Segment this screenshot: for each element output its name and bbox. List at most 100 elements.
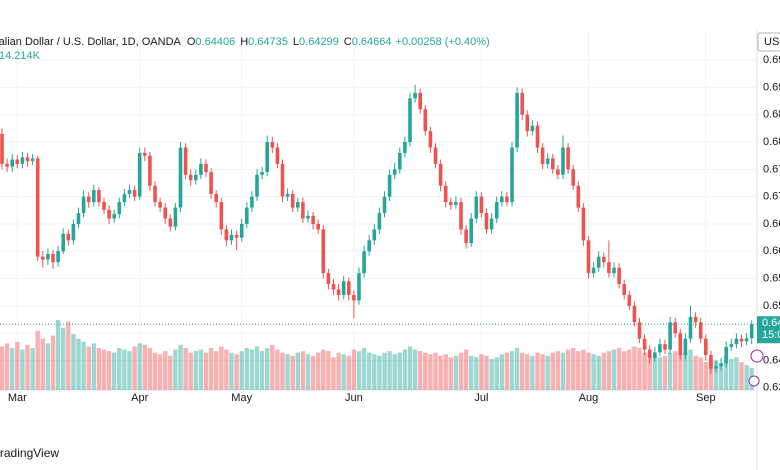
volume-bar xyxy=(137,343,142,390)
currency-box[interactable] xyxy=(757,32,780,52)
volume-bar xyxy=(382,352,387,390)
volume-bar xyxy=(244,348,249,390)
candle-body xyxy=(66,233,71,241)
candle-body xyxy=(209,172,213,194)
volume-bar xyxy=(509,351,515,390)
candle-body xyxy=(306,215,310,219)
candle-body xyxy=(489,218,494,230)
volume-bar xyxy=(576,351,581,390)
candle-body xyxy=(494,202,499,219)
volume-bar xyxy=(321,349,326,390)
volume-bar xyxy=(657,357,663,390)
legend: Australian Dollar / U.S. Dollar, 1D, OAN… xyxy=(0,36,490,48)
volume-bar xyxy=(163,351,168,390)
candle-body xyxy=(76,213,81,224)
y-tick-label: 0.6950 xyxy=(763,54,780,66)
candle-body xyxy=(586,240,591,274)
volume-bar xyxy=(458,352,464,390)
candle-body xyxy=(35,158,40,257)
volume-bar xyxy=(295,352,300,390)
candle-body xyxy=(734,338,739,345)
candle-body xyxy=(423,109,428,132)
volume-bar xyxy=(254,346,260,390)
volume-bar xyxy=(423,352,428,390)
volume-bar xyxy=(474,357,479,390)
candle-body xyxy=(168,218,173,227)
volume-bar xyxy=(514,348,520,390)
candle-body xyxy=(347,281,351,295)
volume-bar xyxy=(560,352,566,390)
candle-body xyxy=(449,202,453,205)
volume-legend: 14.214K xyxy=(0,50,41,62)
candle-body xyxy=(749,324,754,339)
y-tick-label: 0.6750 xyxy=(763,163,780,175)
candle-body xyxy=(683,338,688,356)
volume-bar xyxy=(142,344,147,390)
candle-body xyxy=(153,185,157,203)
volume-bar xyxy=(112,352,117,390)
volume-bar xyxy=(10,348,15,390)
volume-bar xyxy=(667,352,673,390)
volume-bar xyxy=(698,357,703,390)
candle-body xyxy=(188,174,193,181)
volume-bar xyxy=(535,352,540,390)
candle-body xyxy=(571,169,575,186)
candle-body xyxy=(709,355,713,369)
candle-body xyxy=(301,202,305,219)
volume-bar xyxy=(310,355,316,390)
volume-bar xyxy=(55,320,61,390)
candle-body xyxy=(173,207,178,227)
x-tick-label: Apr xyxy=(131,392,148,404)
volume-bar xyxy=(40,338,45,390)
volume-bar xyxy=(86,346,91,390)
volume-bar xyxy=(499,354,504,390)
candle-body xyxy=(556,169,560,175)
volume-bar xyxy=(606,351,612,390)
candle-body xyxy=(392,169,397,175)
candle-body xyxy=(285,193,290,197)
volume-bar xyxy=(290,355,295,390)
volume-bar xyxy=(275,349,280,390)
candle-body xyxy=(566,147,570,170)
candle-body xyxy=(602,256,606,263)
volume-bar xyxy=(50,335,56,390)
candle-body xyxy=(704,338,708,356)
volume-bar xyxy=(616,348,622,390)
volume-bar xyxy=(224,349,229,390)
volume-bar xyxy=(168,355,173,390)
volume-bar xyxy=(555,351,561,390)
ohlc-value: 0.64299 xyxy=(299,36,339,48)
candle-body xyxy=(591,267,596,274)
candle-body xyxy=(143,152,147,156)
candle-body xyxy=(5,163,9,167)
candle-body xyxy=(663,344,667,350)
candle-body xyxy=(357,273,361,301)
candle-body xyxy=(107,209,111,219)
volume-bar xyxy=(183,348,188,390)
volume-bar xyxy=(152,352,158,390)
candle-body xyxy=(576,185,581,208)
candle-body xyxy=(260,172,264,175)
volume-bar xyxy=(662,355,668,390)
volume-bar xyxy=(219,346,224,390)
volume-bar xyxy=(20,349,25,390)
volume-bar xyxy=(229,352,234,390)
volume-bar xyxy=(203,352,209,390)
candle-body xyxy=(622,284,626,295)
volume-bar xyxy=(596,355,601,390)
volume-bar xyxy=(367,352,372,390)
candle-body xyxy=(46,254,50,260)
volume-bar xyxy=(586,352,591,390)
volume-bar xyxy=(387,351,392,390)
candle-body xyxy=(693,316,698,323)
candle-body xyxy=(117,202,122,215)
last-price-label: 0.64664 xyxy=(762,317,780,329)
volume-bar xyxy=(249,349,255,390)
candle-body xyxy=(551,158,555,170)
y-tick-label: 0.6500 xyxy=(763,300,780,312)
volume-bar xyxy=(356,351,362,390)
candle-body xyxy=(15,159,20,164)
candle-body xyxy=(280,163,285,197)
candle-body xyxy=(0,133,4,164)
